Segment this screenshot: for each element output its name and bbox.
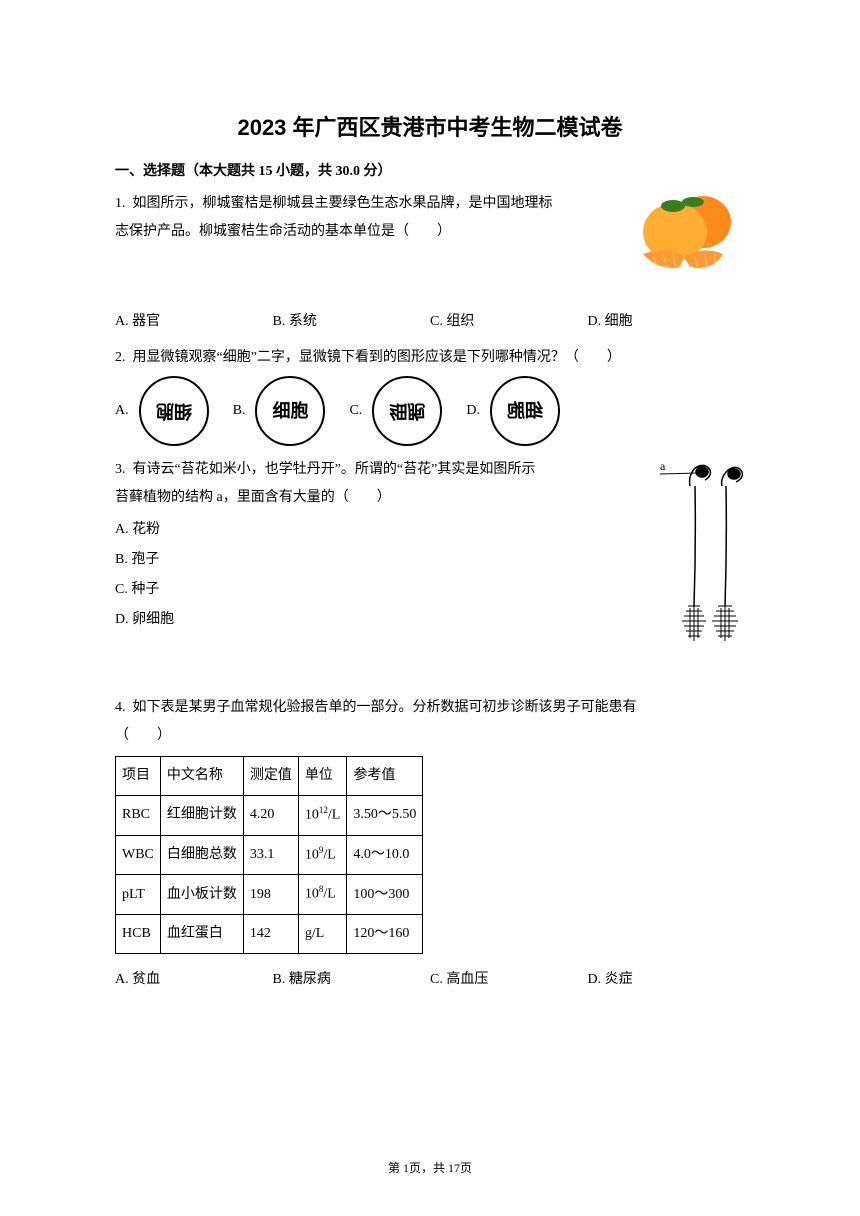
th-1: 中文名称	[160, 757, 243, 796]
table-row: pLT 血小板计数 198 108/L 100～300	[116, 875, 423, 915]
q4-line2: （ ）	[115, 728, 171, 743]
q2-opt-b[interactable]: B. 细胞	[233, 376, 326, 446]
th-4: 参考值	[347, 757, 423, 796]
table-row: HCB 血红蛋白 142 g/L 120～160	[116, 914, 423, 953]
blood-table: 项目 中文名称 测定值 单位 参考值 RBC 红细胞计数 4.20 1012/L…	[115, 756, 423, 954]
th-3: 单位	[298, 757, 346, 796]
q2-num: 2.	[115, 350, 126, 365]
q3-opt-d[interactable]: D. 卵细胞	[115, 606, 745, 634]
q3-num: 3.	[115, 462, 126, 477]
circle-b: 细胞	[255, 376, 325, 446]
q4-opt-c[interactable]: C. 高血压	[430, 966, 588, 994]
q4-opt-a[interactable]: A. 贫血	[115, 966, 273, 994]
question-2: 2. 用显微镜观察“细胞”二字，显微镜下看到的图形应该是下列哪种情况？（ ） A…	[115, 344, 745, 446]
q1-line2: 志保护产品。柳城蜜桔生命活动的基本单位是（ ）	[115, 224, 451, 239]
q1-opt-a[interactable]: A. 器官	[115, 308, 273, 336]
orange-image	[625, 186, 745, 271]
q4-num: 4.	[115, 700, 126, 715]
q2-opt-a[interactable]: A. 细胞	[115, 376, 209, 446]
q3-line2: 苔藓植物的结构 a，里面含有大量的（ ）	[115, 490, 391, 505]
question-3: a 3. 有诗云“苔花如米小，也学牡丹开”。所谓的“苔花”其实是如图所示 苔藓植…	[115, 456, 745, 686]
q2-opt-a-label: A.	[115, 397, 129, 425]
circle-a: 细胞	[139, 376, 209, 446]
q3-opt-a[interactable]: A. 花粉	[115, 516, 745, 544]
table-row: WBC 白细胞总数 33.1 109/L 4.0～10.0	[116, 835, 423, 875]
q4-opt-d[interactable]: D. 炎症	[588, 966, 746, 994]
q1-line1: 如图所示，柳城蜜桔是柳城县主要绿色生态水果品牌，是中国地理标	[133, 196, 553, 211]
question-4: 4. 如下表是某男子血常规化验报告单的一部分。分析数据可初步诊断该男子可能患有 …	[115, 694, 745, 994]
moss-label-a: a	[660, 459, 666, 473]
q2-opt-d[interactable]: D. 细胞	[466, 376, 560, 446]
q4-line1: 如下表是某男子血常规化验报告单的一部分。分析数据可初步诊断该男子可能患有	[133, 700, 637, 715]
q1-opt-b[interactable]: B. 系统	[273, 308, 431, 336]
section-1-header: 一、选择题（本大题共 15 小题，共 30.0 分）	[115, 160, 745, 180]
th-0: 项目	[116, 757, 161, 796]
moss-image: a	[660, 456, 755, 651]
question-1: 1. 如图所示，柳城蜜桔是柳城县主要绿色生态水果品牌，是中国地理标 志保护产品。…	[115, 190, 745, 336]
circle-d: 细胞	[490, 376, 560, 446]
q2-opt-d-label: D.	[466, 397, 480, 425]
table-row: RBC 红细胞计数 4.20 1012/L 3.50～5.50	[116, 796, 423, 836]
circle-c: 细胞	[372, 376, 442, 446]
q4-opt-b[interactable]: B. 糖尿病	[273, 966, 431, 994]
q1-opt-c[interactable]: C. 组织	[430, 308, 588, 336]
q3-opt-b[interactable]: B. 孢子	[115, 546, 745, 574]
q1-num: 1.	[115, 196, 126, 211]
q1-opt-d[interactable]: D. 细胞	[588, 308, 746, 336]
q2-text: 用显微镜观察“细胞”二字，显微镜下看到的图形应该是下列哪种情况？（ ）	[133, 350, 621, 365]
table-row: 项目 中文名称 测定值 单位 参考值	[116, 757, 423, 796]
q2-opt-c[interactable]: C. 细胞	[349, 376, 442, 446]
th-2: 测定值	[243, 757, 298, 796]
q3-opt-c[interactable]: C. 种子	[115, 576, 745, 604]
q2-opt-b-label: B.	[233, 397, 246, 425]
q3-line1: 有诗云“苔花如米小，也学牡丹开”。所谓的“苔花”其实是如图所示	[133, 462, 536, 477]
page-footer: 第 1页，共 17页	[0, 1159, 860, 1176]
q2-opt-c-label: C.	[349, 397, 362, 425]
exam-title: 2023 年广西区贵港市中考生物二模试卷	[115, 110, 745, 142]
